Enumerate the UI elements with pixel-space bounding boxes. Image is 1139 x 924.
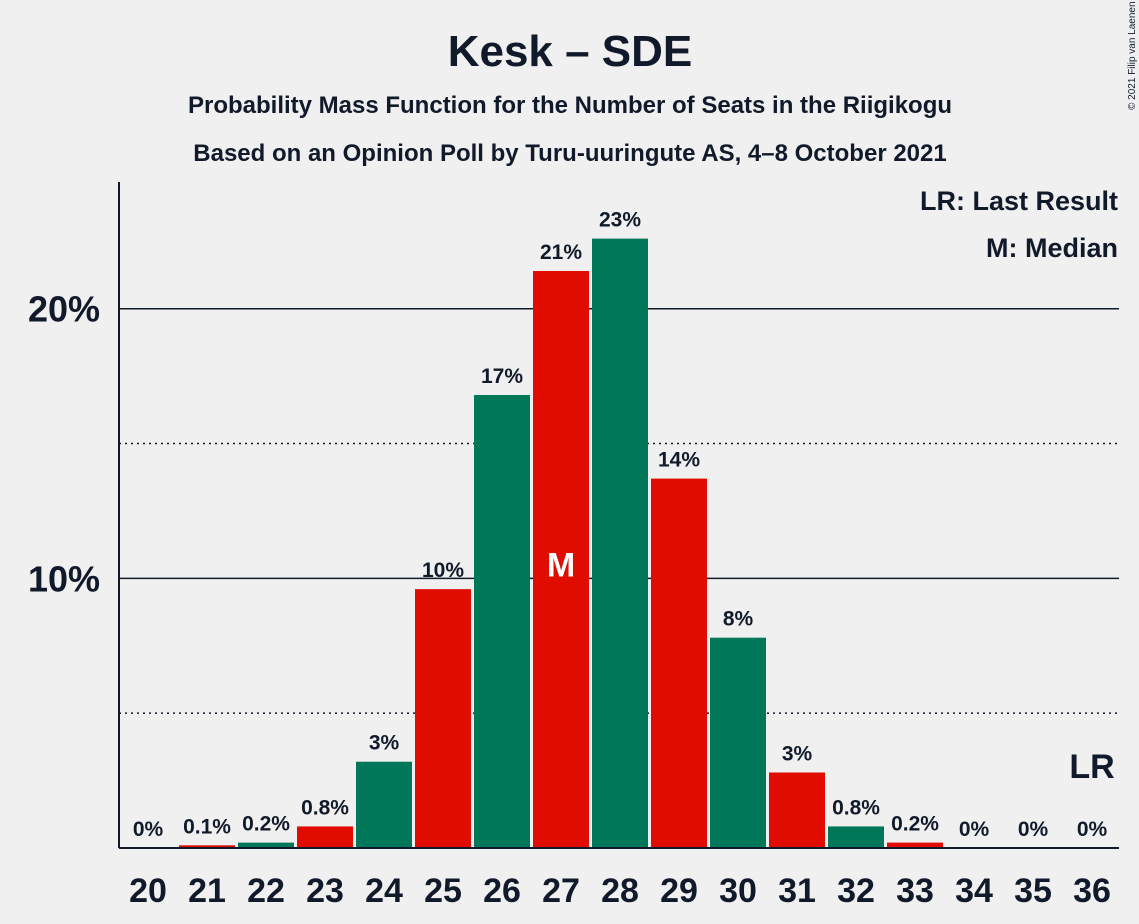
bar-24 [356, 761, 412, 848]
data-label-27: 21% [540, 241, 582, 264]
bar-25 [415, 589, 471, 848]
last-result-marker: LR [1069, 748, 1114, 786]
data-label-32: 0.8% [832, 796, 880, 819]
x-tick-label-31: 31 [778, 872, 816, 910]
chart-subtitle-2: Based on an Opinion Poll by Turu-uuringu… [193, 140, 946, 167]
legend-median: M: Median [986, 233, 1118, 263]
x-tick-label-21: 21 [188, 872, 226, 910]
data-label-30: 8% [723, 608, 754, 631]
bar-32 [828, 826, 884, 848]
y-tick-label: 20% [28, 289, 100, 330]
data-label-31: 3% [782, 743, 813, 766]
data-label-33: 0.2% [891, 813, 939, 836]
copyright-text: © 2021 Filip van Laenen [1127, 1, 1138, 110]
x-tick-label-29: 29 [660, 872, 698, 910]
x-tick-label-35: 35 [1014, 872, 1052, 910]
x-tick-label-27: 27 [542, 872, 580, 910]
data-label-29: 14% [658, 449, 700, 472]
median-marker: M [547, 546, 575, 584]
bar-27 [533, 270, 589, 849]
data-label-35: 0% [1018, 818, 1049, 841]
x-tick-label-34: 34 [955, 872, 993, 910]
data-label-25: 10% [422, 559, 464, 582]
bar-33 [887, 842, 943, 848]
x-tick-label-26: 26 [483, 872, 521, 910]
data-label-23: 0.8% [301, 796, 349, 819]
y-tick-label: 10% [28, 558, 100, 599]
x-tick-label-33: 33 [896, 872, 934, 910]
data-label-28: 23% [599, 209, 641, 232]
data-label-22: 0.2% [242, 813, 290, 836]
bar-22 [238, 842, 294, 848]
bar-31 [769, 772, 825, 848]
chart-title: Kesk – SDE [448, 27, 693, 76]
bar-23 [297, 826, 353, 848]
bar-21 [179, 845, 235, 848]
data-label-24: 3% [369, 732, 400, 755]
x-tick-label-25: 25 [424, 872, 462, 910]
x-tick-label-20: 20 [129, 872, 167, 910]
x-tick-label-23: 23 [306, 872, 344, 910]
x-tick-label-22: 22 [247, 872, 285, 910]
data-label-21: 0.1% [183, 815, 231, 838]
data-label-20: 0% [133, 818, 164, 841]
bar-30 [710, 637, 766, 848]
data-label-36: 0% [1077, 818, 1108, 841]
x-tick-label-30: 30 [719, 872, 757, 910]
data-label-34: 0% [959, 818, 990, 841]
x-tick-label-24: 24 [365, 872, 403, 910]
bar-29 [651, 478, 707, 848]
data-labels-group: 0% 0.1% 0.2% 0.8% 3% 10% 17% 21% 23% 14% 8% 3% 0.8% 0… [133, 209, 1108, 841]
y-axis-ticks: 10% 20% [28, 289, 100, 600]
data-label-26: 17% [481, 365, 523, 388]
x-tick-label-32: 32 [837, 872, 875, 910]
x-tick-label-36: 36 [1073, 872, 1111, 910]
x-axis-ticks: 20 21 22 23 24 25 26 27 28 29 30 31 32 33 34 35 36 [129, 872, 1111, 910]
x-tick-label-28: 28 [601, 872, 639, 910]
bar-28 [592, 238, 648, 848]
bars-group [179, 238, 943, 849]
bar-26 [474, 395, 530, 848]
chart-subtitle-1: Probability Mass Function for the Number… [188, 92, 952, 119]
legend-last-result: LR: Last Result [920, 186, 1118, 216]
